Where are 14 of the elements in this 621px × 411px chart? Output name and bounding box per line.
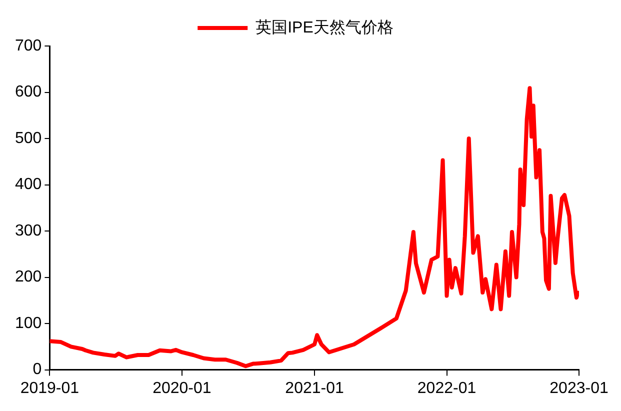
y-tick-label: 0	[32, 361, 42, 378]
x-tick-label: 2023-01	[550, 380, 608, 397]
y-tick-label: 500	[14, 130, 42, 147]
x-tick-label: 2019-01	[20, 380, 80, 397]
y-tick-label: 200	[14, 268, 42, 286]
y-tick-label: 300	[14, 222, 42, 240]
x-tick-label: 2022-01	[417, 380, 476, 397]
x-tick-label: 2020-01	[152, 380, 212, 397]
y-tick-label: 700	[14, 37, 42, 54]
y-tick-label: 100	[14, 314, 42, 332]
x-tick-label: 2021-01	[285, 380, 344, 397]
y-tick-label: 400	[14, 176, 42, 194]
y-tick-label: 600	[14, 84, 42, 101]
legend-label: 英国IPE天然气价格	[256, 18, 394, 36]
